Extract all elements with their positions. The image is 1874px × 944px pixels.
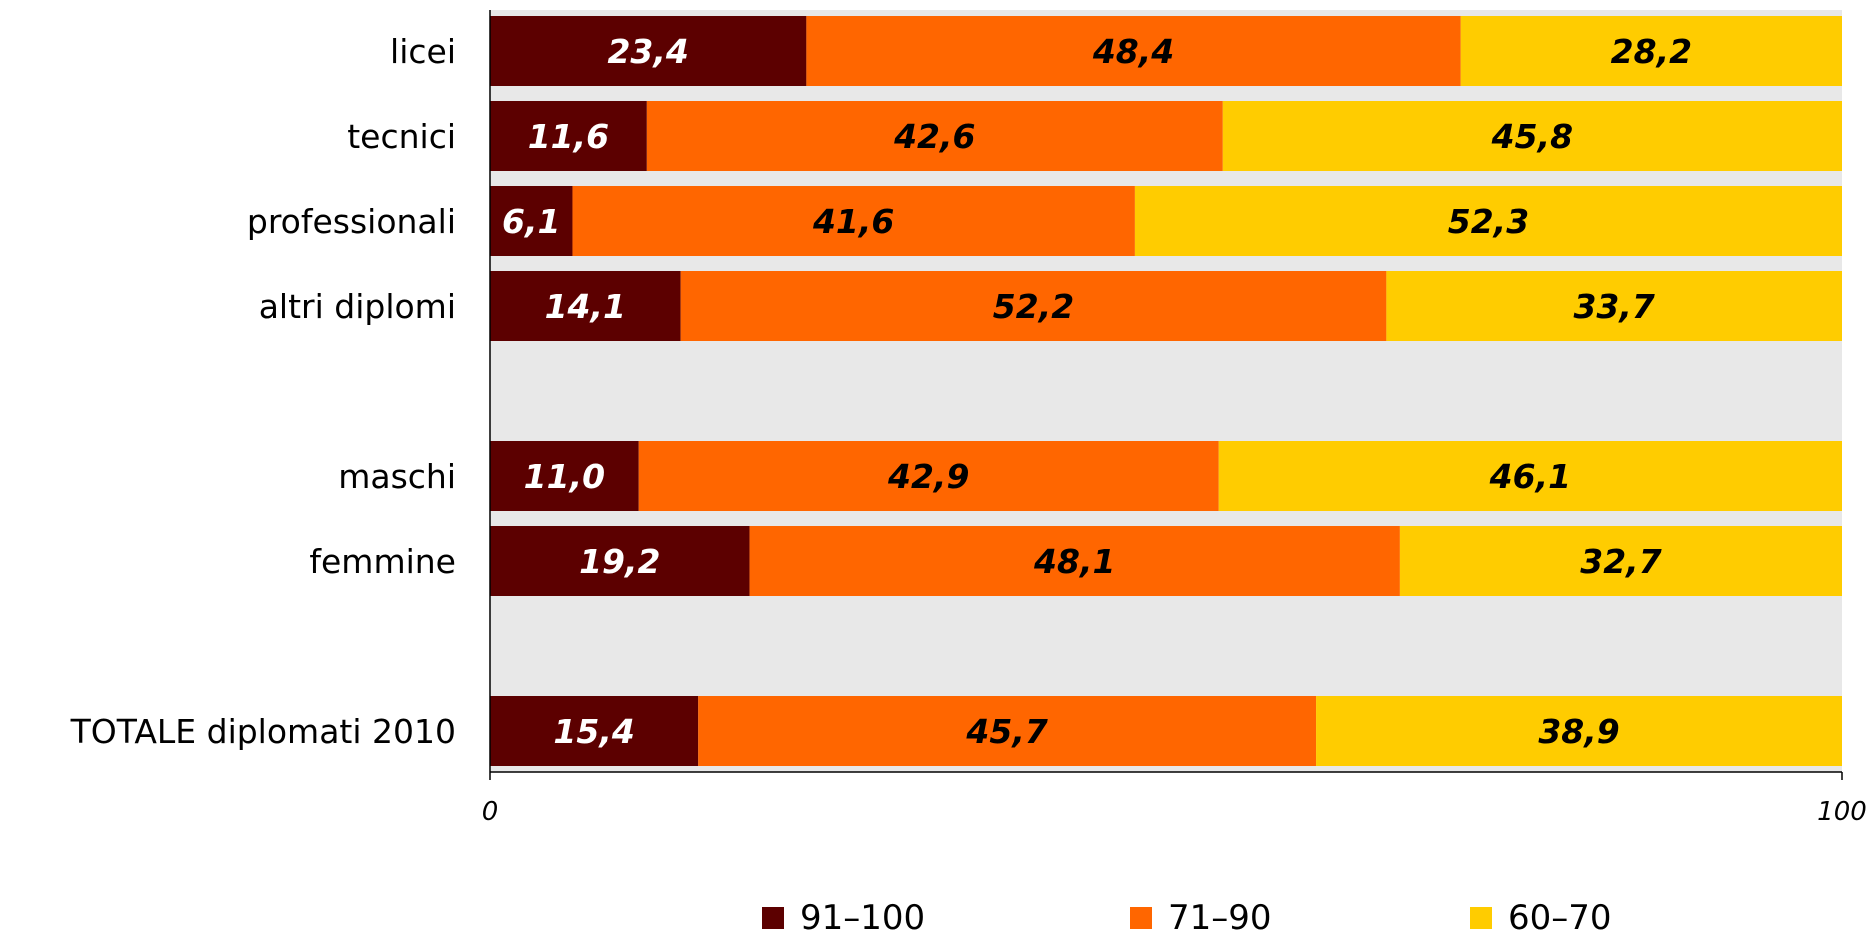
data-label: 6,1 (502, 202, 560, 241)
data-label: 33,7 (1573, 287, 1654, 326)
bar-segment (749, 526, 1400, 596)
data-label: 48,1 (1033, 542, 1115, 581)
bar-segment (572, 186, 1135, 256)
legend-label: 71–90 (1168, 898, 1272, 938)
category-label: tecnici (347, 117, 456, 156)
data-label: 42,9 (887, 457, 969, 496)
x-tick-label: 100 (1817, 797, 1867, 827)
data-label: 52,3 (1448, 202, 1529, 241)
bar-segment (490, 186, 573, 256)
bar-segment (1460, 16, 1842, 86)
bar-segment (490, 696, 699, 766)
data-label: 41,6 (812, 202, 894, 241)
data-label: 48,4 (1092, 32, 1174, 71)
data-label: 15,4 (553, 712, 634, 751)
data-label: 23,4 (607, 32, 688, 71)
bar-segment (638, 441, 1219, 511)
bar-segment (1222, 101, 1842, 171)
data-label: 11,0 (524, 457, 605, 496)
data-label: 45,8 (1491, 117, 1573, 156)
bar-segment (1134, 186, 1842, 256)
data-label: 28,2 (1611, 32, 1692, 71)
stacked-bar-chart: licei 23,4 48,4 28,2 tecnici 11,6 42,6 45,8 prof… (70, 10, 1867, 827)
legend-swatch (1130, 907, 1152, 929)
legend-swatch (762, 907, 784, 929)
data-label: 45,7 (965, 712, 1047, 751)
bar-segment (490, 526, 750, 596)
data-label: 42,6 (893, 117, 975, 156)
legend-item: 60–70 (1470, 898, 1612, 938)
bar-segment (680, 271, 1387, 341)
data-label: 11,6 (528, 117, 609, 156)
x-tick-label: 0 (482, 797, 499, 827)
bar-segment (1218, 441, 1842, 511)
bar-segment (490, 271, 681, 341)
bar-segment (698, 696, 1317, 766)
category-label: altri diplomi (259, 287, 456, 326)
legend: 91–100 71–90 60–70 (0, 898, 1874, 938)
bar-segment (1316, 696, 1842, 766)
bar-segment (1399, 526, 1842, 596)
data-label: 52,2 (993, 287, 1074, 326)
data-label: 46,1 (1489, 457, 1571, 496)
category-label: professionali (247, 202, 456, 241)
legend-label: 91–100 (800, 898, 926, 938)
data-label: 38,9 (1538, 712, 1619, 751)
data-label: 14,1 (545, 287, 626, 326)
legend-swatch (1470, 907, 1492, 929)
category-label: licei (390, 32, 456, 71)
data-label: 32,7 (1580, 542, 1661, 581)
data-label: 19,2 (579, 542, 660, 581)
bar-segment (490, 101, 647, 171)
bar-segment (646, 101, 1223, 171)
category-label: femmine (309, 542, 456, 581)
bar-segment (806, 16, 1461, 86)
bar-segment (490, 16, 807, 86)
legend-label: 60–70 (1508, 898, 1612, 938)
bar-segment (1386, 271, 1842, 341)
legend-item: 91–100 (762, 898, 925, 938)
category-label: maschi (338, 457, 456, 496)
bar-segment (490, 441, 639, 511)
category-label: TOTALE diplomati 2010 (70, 712, 456, 751)
legend-item: 71–90 (1130, 898, 1272, 938)
